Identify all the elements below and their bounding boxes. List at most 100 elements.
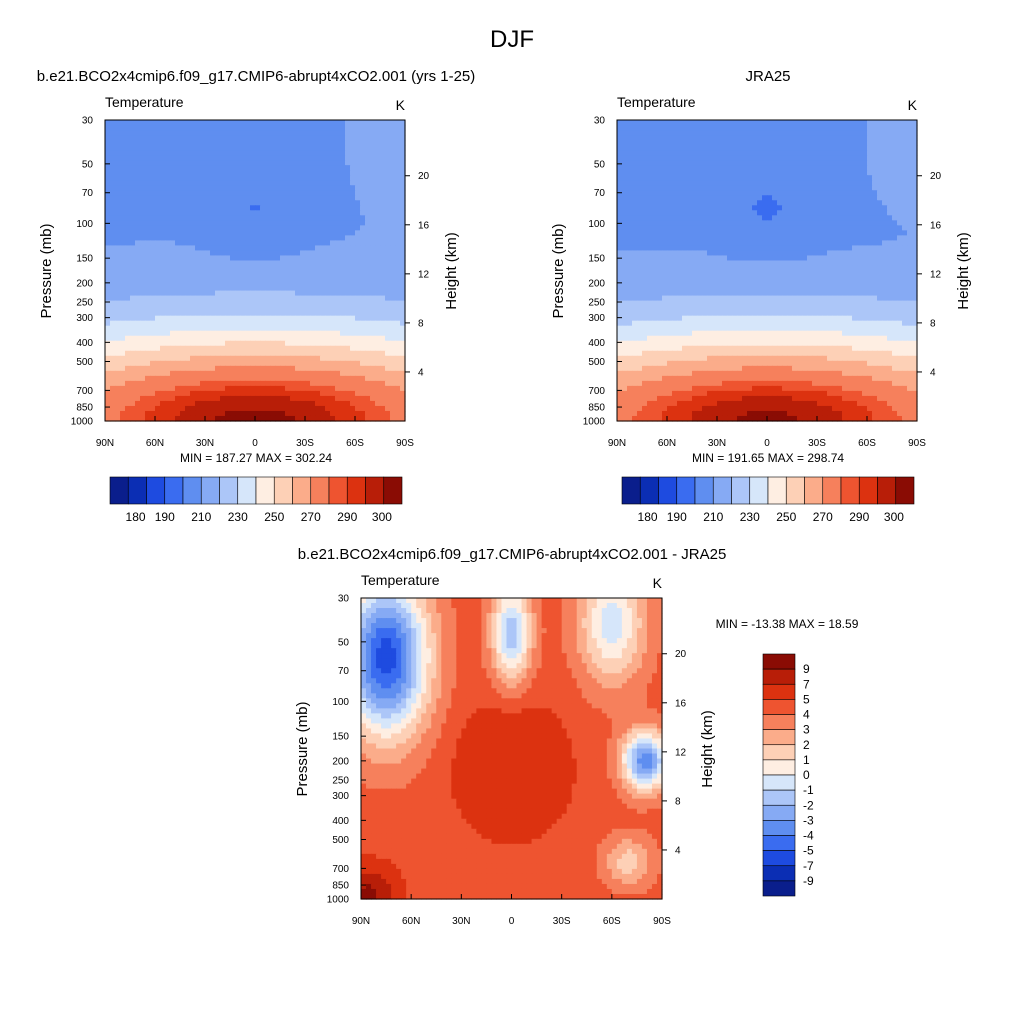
diff-colorbar-label: -5 bbox=[803, 844, 814, 858]
diff-colorbar-label: 7 bbox=[803, 677, 810, 691]
diff-minmax: MIN = -13.38 MAX = 18.59 bbox=[716, 617, 859, 631]
model-ytick-label: 70 bbox=[82, 188, 94, 199]
obs-colorbar: 180 190 210 230 250 270 290 300 bbox=[621, 476, 915, 524]
diff-ytick-label: 50 bbox=[338, 637, 350, 648]
diff-ytick-label: 200 bbox=[332, 756, 349, 767]
obs-colorbar-label: 180 bbox=[638, 510, 658, 524]
obs-colorbar-swatch bbox=[676, 476, 696, 505]
diff-xtick-label: 90N bbox=[352, 916, 370, 927]
diff-colorbar-label: 9 bbox=[803, 662, 810, 676]
diff-colorbar-swatch bbox=[762, 820, 796, 836]
obs-ytick-label: 150 bbox=[588, 254, 605, 265]
obs-colorbar-swatch bbox=[731, 476, 751, 505]
obs-ytick-label: 200 bbox=[588, 278, 605, 289]
model-minmax: MIN = 187.27 MAX = 302.24 bbox=[180, 451, 332, 465]
diff-xtick-label: 30S bbox=[553, 916, 571, 927]
diff-colorbar-swatch bbox=[762, 744, 796, 761]
diff-colorbar-swatch bbox=[762, 880, 796, 897]
model-ytick-label: 700 bbox=[76, 386, 93, 397]
diff-colorbar-label: 4 bbox=[803, 708, 810, 722]
diff-colorbar-swatch bbox=[762, 774, 796, 791]
diff-htick-label: 16 bbox=[675, 698, 687, 709]
obs-ytick-label: 400 bbox=[588, 338, 605, 349]
diff-htick-label: 4 bbox=[675, 845, 681, 856]
model-ytick-label: 400 bbox=[76, 338, 93, 349]
diff-xtick-label: 90S bbox=[653, 916, 671, 927]
model-colorbar-swatch bbox=[109, 476, 129, 505]
model-colorbar-swatch bbox=[127, 476, 147, 505]
model-colorbar-label: 300 bbox=[372, 510, 392, 524]
obs-ylabel-right: Height (km) bbox=[955, 232, 972, 310]
obs-htick-label: 8 bbox=[930, 318, 936, 329]
obs-htick-label: 16 bbox=[930, 220, 942, 231]
model-colorbar-swatch bbox=[219, 476, 239, 505]
model-ytick-label: 50 bbox=[82, 159, 94, 170]
model-colorbar-swatch bbox=[328, 476, 348, 505]
figure-title: DJF bbox=[490, 26, 534, 53]
obs-htick-label: 4 bbox=[930, 367, 936, 378]
obs-colorbar-label: 300 bbox=[884, 510, 904, 524]
diff-ytick-label: 700 bbox=[332, 864, 349, 875]
obs-colorbar-swatch bbox=[712, 476, 732, 505]
diff-ytick-label: 70 bbox=[338, 666, 350, 677]
model-colorbar-swatch bbox=[182, 476, 202, 505]
obs-xtick-label: 90N bbox=[608, 438, 626, 449]
obs-htick-label: 20 bbox=[930, 171, 942, 182]
model-xtick-label: 60N bbox=[146, 438, 164, 449]
model-colorbar-swatch bbox=[255, 476, 275, 505]
obs-ytick-label: 300 bbox=[588, 313, 605, 324]
diff-ytick-label: 30 bbox=[338, 594, 350, 605]
model-ytick-label: 30 bbox=[82, 116, 94, 127]
model-xtick-label: 90N bbox=[96, 438, 114, 449]
obs-xtick-label: 0 bbox=[764, 438, 770, 449]
obs-xtick-label: 30N bbox=[708, 438, 726, 449]
diff-colorbar-label: -4 bbox=[803, 829, 814, 843]
diff-ytick-label: 500 bbox=[332, 835, 349, 846]
obs-colorbar-swatch bbox=[840, 476, 860, 505]
model-ylabel: Pressure (mb) bbox=[38, 223, 55, 318]
obs-colorbar-label: 270 bbox=[813, 510, 833, 524]
diff-ytick-label: 850 bbox=[332, 881, 349, 892]
model-colorbar-swatch bbox=[273, 476, 293, 505]
diff-colorbar-label: 5 bbox=[803, 692, 810, 706]
model-colorbar-swatch bbox=[346, 476, 366, 505]
diff-contour-field bbox=[361, 598, 663, 900]
model-colorbar-swatch bbox=[365, 476, 385, 505]
obs-contour-field bbox=[617, 120, 918, 422]
model-colorbar-swatch bbox=[200, 476, 220, 505]
diff-htick-label: 12 bbox=[675, 747, 687, 758]
model-htick-label: 12 bbox=[418, 269, 430, 280]
diff-colorbar-label: 1 bbox=[803, 753, 810, 767]
model-colorbar-swatch bbox=[292, 476, 312, 505]
obs-field-label: Temperature bbox=[617, 94, 696, 110]
diff-colorbar-swatch bbox=[762, 865, 796, 882]
model-colorbar-swatch bbox=[383, 476, 403, 505]
model-colorbar-swatch bbox=[146, 476, 166, 505]
diff-panel-title: b.e21.BCO2x4cmip6.f09_g17.CMIP6-abrupt4x… bbox=[298, 546, 727, 563]
diff-xtick-label: 60N bbox=[402, 916, 420, 927]
model-ytick-label: 300 bbox=[76, 313, 93, 324]
obs-colorbar-label: 210 bbox=[703, 510, 723, 524]
diff-ytick-label: 250 bbox=[332, 776, 349, 787]
model-ytick-label: 1000 bbox=[71, 417, 94, 428]
model-xtick-label: 30S bbox=[296, 438, 314, 449]
model-colorbar-label: 180 bbox=[126, 510, 146, 524]
obs-colorbar-swatch bbox=[694, 476, 714, 505]
diff-xtick-label: 30N bbox=[452, 916, 470, 927]
model-ylabel-right: Height (km) bbox=[443, 232, 460, 310]
model-xtick-label: 0 bbox=[252, 438, 258, 449]
diff-colorbar-label: 3 bbox=[803, 723, 810, 737]
diff-ytick-label: 100 bbox=[332, 697, 349, 708]
obs-units-label: K bbox=[908, 97, 918, 113]
obs-ytick-label: 700 bbox=[588, 386, 605, 397]
diff-plot: 90N 60N 30N 0 30S 60S 90S305070100150200250300… bbox=[327, 594, 814, 928]
diff-ytick-label: 1000 bbox=[327, 895, 350, 906]
diff-colorbar-label: -7 bbox=[803, 859, 814, 873]
model-htick-label: 16 bbox=[418, 220, 430, 231]
obs-colorbar-swatch bbox=[895, 476, 915, 505]
diff-ytick-label: 300 bbox=[332, 791, 349, 802]
model-ytick-label: 250 bbox=[76, 298, 93, 309]
obs-ytick-label: 500 bbox=[588, 357, 605, 368]
diff-colorbar-swatch bbox=[762, 835, 796, 851]
